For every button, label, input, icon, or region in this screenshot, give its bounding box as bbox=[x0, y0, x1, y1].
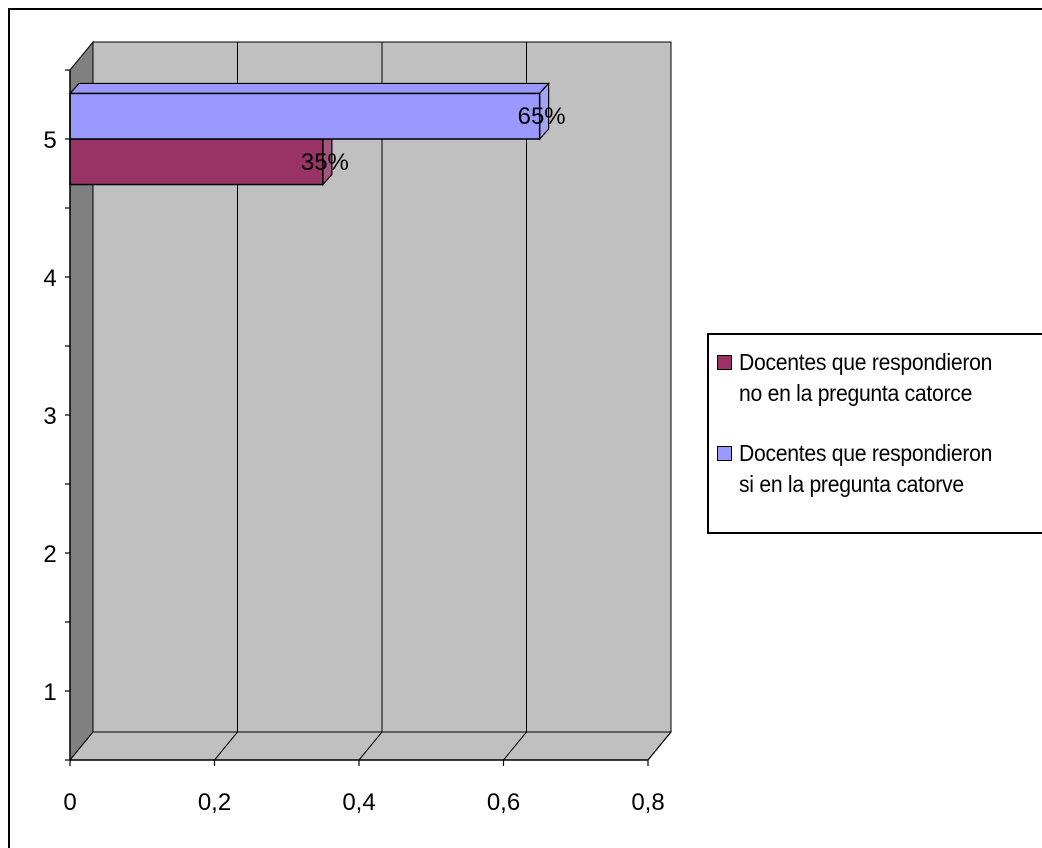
chart-frame bbox=[8, 8, 1042, 848]
x-tick-label: 0 bbox=[63, 789, 76, 816]
data-label: 35% bbox=[301, 149, 349, 176]
y-tick-label: 3 bbox=[43, 403, 56, 430]
legend-swatch-no bbox=[717, 355, 732, 370]
y-tick-label: 4 bbox=[43, 265, 56, 292]
x-tick-label: 0,4 bbox=[342, 789, 375, 816]
legend-swatch-si bbox=[717, 446, 732, 461]
x-tick-label: 0,6 bbox=[487, 789, 520, 816]
gridline-floor bbox=[358, 731, 383, 761]
legend-label-no-line1: Docentes que respondieron bbox=[739, 349, 993, 375]
x-tick-label: 0,8 bbox=[631, 789, 664, 816]
data-label: 65% bbox=[518, 103, 566, 130]
y-tick-label: 1 bbox=[43, 679, 56, 706]
legend-label-si-line1: Docentes que respondieron bbox=[739, 440, 993, 466]
y-tick-label: 5 bbox=[43, 127, 56, 154]
legend-label-no-line2: no en la pregunta catorce bbox=[739, 380, 973, 406]
legend-label-si-line2: si en la pregunta catorve bbox=[739, 471, 964, 497]
gridline-floor bbox=[503, 731, 527, 761]
x-tick-label: 0,2 bbox=[198, 789, 231, 816]
floor-edge bbox=[647, 731, 672, 761]
bar bbox=[69, 138, 324, 186]
bar bbox=[69, 92, 541, 140]
gridline-floor bbox=[214, 731, 238, 761]
bar-top-face bbox=[68, 82, 550, 95]
y-tick-label: 2 bbox=[43, 541, 56, 568]
chart-legend: Docentes que respondieron no en la pregu… bbox=[707, 333, 1042, 534]
